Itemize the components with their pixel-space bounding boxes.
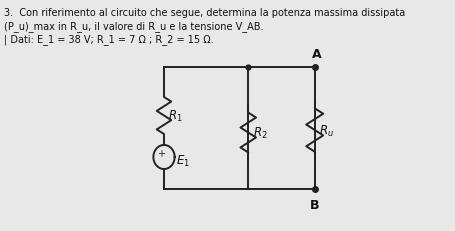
Text: $R_1$: $R_1$ bbox=[168, 109, 183, 124]
Text: 3.  Con riferimento al circuito che segue, determina la potenza massima dissipat: 3. Con riferimento al circuito che segue… bbox=[5, 8, 405, 18]
Text: $E_1$: $E_1$ bbox=[176, 153, 190, 168]
Text: $R_2$: $R_2$ bbox=[252, 125, 267, 140]
Text: (P_u)_max in R_u, il valore di R_u e la tensione V_AB.: (P_u)_max in R_u, il valore di R_u e la … bbox=[5, 21, 263, 32]
Text: $R_u$: $R_u$ bbox=[318, 123, 334, 138]
Text: A: A bbox=[311, 48, 321, 61]
Text: B: B bbox=[309, 198, 319, 211]
Text: | Dati: E_1 = 38 V; R_1 = 7 Ω ; R_2 = 15 Ω.: | Dati: E_1 = 38 V; R_1 = 7 Ω ; R_2 = 15… bbox=[5, 34, 213, 45]
Text: +: + bbox=[157, 148, 165, 158]
